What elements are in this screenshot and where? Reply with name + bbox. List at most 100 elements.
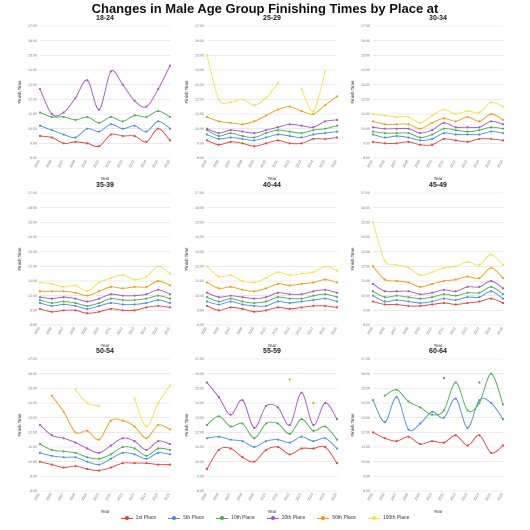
data-point [133, 99, 136, 102]
data-point [253, 290, 256, 293]
data-point [97, 457, 101, 460]
data-point [501, 418, 505, 421]
data-point [86, 460, 89, 463]
data-point [383, 296, 386, 299]
series-5th-place [38, 451, 172, 466]
x-axis-label: Year [267, 176, 277, 181]
data-point [133, 134, 136, 138]
data-point [74, 388, 77, 391]
y-tick-label: 9:00 [197, 475, 204, 479]
data-point [205, 423, 209, 427]
data-point [264, 142, 268, 145]
data-point [121, 451, 124, 454]
x-tick-label: 2010 [425, 493, 432, 502]
series-1st-place [205, 445, 339, 471]
data-point [419, 301, 422, 305]
data-point [133, 278, 136, 281]
y-tick-label: 16:00 [28, 206, 37, 210]
data-point [419, 293, 422, 296]
data-point [383, 136, 386, 139]
data-point [241, 130, 244, 133]
data-point [430, 291, 434, 294]
data-point [430, 413, 434, 416]
data-point [86, 290, 89, 293]
series-5th-place [38, 120, 172, 139]
legend-item-20th-place: 20th Place [266, 515, 305, 521]
data-point [442, 409, 446, 412]
legend-item-5th-place: 5th Place [168, 515, 204, 521]
y-tick-label: 9:00 [30, 309, 37, 313]
data-point [371, 431, 375, 434]
data-point [430, 121, 434, 124]
data-point [62, 285, 65, 288]
data-point [133, 462, 136, 465]
data-point [264, 448, 268, 452]
data-point [74, 464, 77, 468]
data-point [395, 303, 398, 306]
y-axis-label: Finish Time [184, 413, 189, 437]
data-point [86, 456, 89, 459]
series-10th-place [205, 124, 339, 139]
data-point [50, 310, 53, 313]
data-point [288, 441, 291, 444]
y-tick-label: 13:00 [28, 416, 37, 420]
y-tick-label: 14:00 [195, 401, 204, 405]
y-tick-label: 17:00 [361, 357, 370, 361]
data-point [168, 442, 172, 446]
y-tick-label: 17:00 [28, 24, 37, 28]
panel-title: 60-64 [429, 348, 447, 355]
data-point [217, 300, 220, 303]
data-point [383, 259, 386, 262]
y-tick-label: 9:00 [363, 142, 370, 146]
data-point [442, 127, 446, 130]
data-point [97, 297, 101, 300]
data-point [466, 115, 469, 119]
data-point [241, 456, 244, 459]
data-point [229, 306, 232, 309]
data-point [300, 136, 303, 139]
data-point [145, 448, 148, 452]
data-point [478, 129, 481, 132]
x-tick-label: 2006 [378, 160, 385, 169]
data-point [419, 285, 422, 288]
data-point [407, 281, 410, 284]
data-point [50, 454, 53, 457]
data-point [157, 298, 160, 302]
data-point [501, 131, 505, 135]
data-point [478, 296, 481, 299]
y-axis-label: Finish Time [350, 247, 355, 271]
data-point [264, 129, 268, 132]
x-tick-label: 2007 [57, 327, 64, 336]
data-point [62, 450, 65, 453]
data-point [109, 457, 113, 460]
data-point [395, 131, 398, 135]
data-point [478, 126, 481, 129]
data-point [276, 300, 280, 303]
data-point [466, 444, 469, 447]
data-point [490, 401, 493, 405]
data-point [168, 306, 172, 309]
data-point [38, 301, 42, 305]
data-point [109, 70, 113, 73]
data-point [38, 423, 42, 427]
x-tick-label: 2009 [248, 327, 255, 336]
data-point [217, 143, 220, 146]
x-tick-label: 2016 [496, 160, 503, 169]
data-point [145, 130, 148, 133]
data-point [229, 101, 232, 104]
series-50th-place [371, 265, 505, 288]
data-point [371, 265, 375, 268]
data-point [74, 301, 77, 305]
data-point [217, 303, 220, 306]
series-5th-place [371, 130, 505, 142]
data-point [371, 126, 375, 129]
data-point [466, 291, 469, 294]
x-tick-label: 2016 [330, 493, 337, 502]
data-point [454, 126, 457, 129]
data-point [466, 109, 469, 113]
data-point [62, 111, 65, 114]
panel-title: 18-24 [96, 15, 114, 22]
data-point [157, 423, 160, 427]
data-point [145, 297, 148, 300]
data-point [86, 79, 89, 82]
